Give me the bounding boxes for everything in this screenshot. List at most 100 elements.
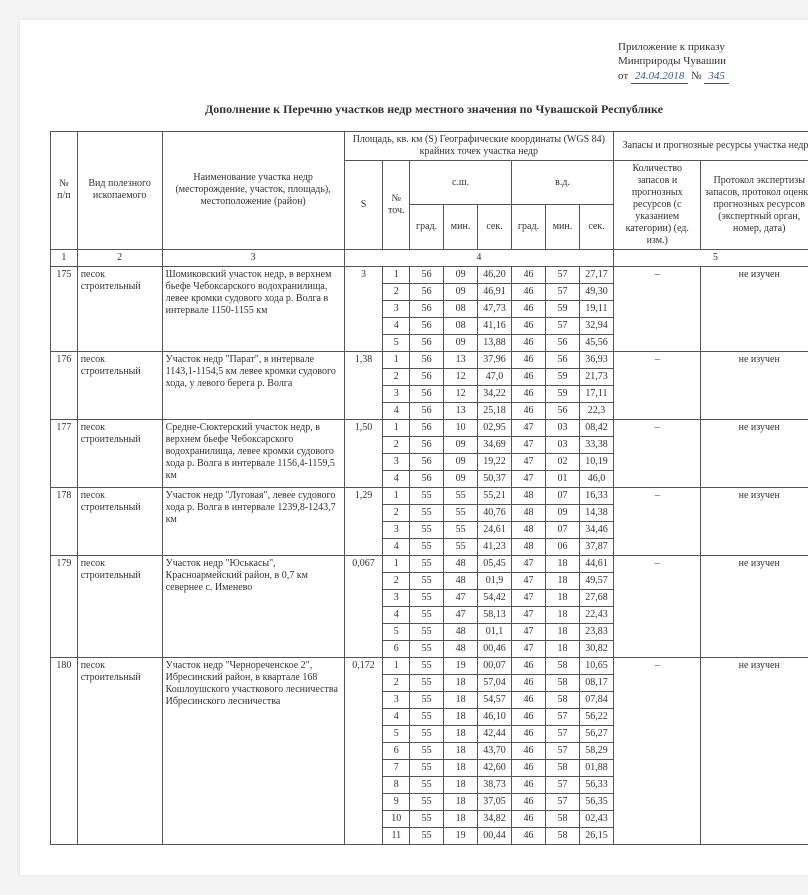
pt-m2: 57 — [545, 317, 579, 334]
pt-g1: 55 — [410, 657, 444, 674]
pt-num: 3 — [383, 589, 410, 606]
pt-s1: 19,22 — [478, 453, 512, 470]
pt-m2: 07 — [545, 487, 579, 504]
pt-m1: 09 — [444, 470, 478, 487]
pt-g2: 47 — [512, 470, 546, 487]
pt-s2: 07,84 — [579, 691, 613, 708]
pt-s2: 10,65 — [579, 657, 613, 674]
pt-g1: 55 — [410, 623, 444, 640]
th-min1: мин. — [444, 205, 478, 250]
row-type: песок строительный — [77, 266, 162, 351]
pt-s1: 25,18 — [478, 402, 512, 419]
row-protocol: не изучен — [701, 555, 808, 657]
pt-s1: 54,42 — [478, 589, 512, 606]
pt-s1: 02,95 — [478, 419, 512, 436]
pt-g1: 56 — [410, 317, 444, 334]
pt-m1: 47 — [444, 589, 478, 606]
pt-g2: 47 — [512, 572, 546, 589]
pt-num: 6 — [383, 640, 410, 657]
pt-s2: 37,87 — [579, 538, 613, 555]
pt-num: 1 — [383, 351, 410, 368]
pt-g2: 46 — [512, 266, 546, 283]
table-row: 178песок строительныйУчасток недр "Лугов… — [51, 487, 808, 504]
pt-g2: 47 — [512, 623, 546, 640]
row-area: 0,067 — [344, 555, 383, 657]
pt-num: 4 — [383, 317, 410, 334]
pt-m2: 57 — [545, 742, 579, 759]
pt-g1: 55 — [410, 572, 444, 589]
pt-g1: 56 — [410, 351, 444, 368]
table-body: 175песок строительныйШомиковский участок… — [51, 266, 808, 844]
pt-g2: 46 — [512, 742, 546, 759]
pt-m2: 59 — [545, 385, 579, 402]
row-type: песок строительный — [77, 657, 162, 844]
table-row: 177песок строительныйСредне-Сюктерский у… — [51, 419, 808, 436]
pt-g2: 46 — [512, 351, 546, 368]
pt-g1: 55 — [410, 521, 444, 538]
pt-g2: 46 — [512, 334, 546, 351]
pt-num: 4 — [383, 470, 410, 487]
pt-m1: 18 — [444, 742, 478, 759]
pt-m1: 55 — [444, 538, 478, 555]
pt-num: 7 — [383, 759, 410, 776]
pt-s2: 44,61 — [579, 555, 613, 572]
pt-num: 4 — [383, 402, 410, 419]
pt-g1: 55 — [410, 776, 444, 793]
row-protocol: не изучен — [701, 487, 808, 555]
pt-g1: 56 — [410, 385, 444, 402]
row-protocol: не изучен — [701, 657, 808, 844]
th-min2: мин. — [545, 205, 579, 250]
pt-g2: 47 — [512, 555, 546, 572]
row-area: 3 — [344, 266, 383, 351]
pt-m2: 58 — [545, 657, 579, 674]
pt-s2: 08,17 — [579, 674, 613, 691]
pt-g2: 46 — [512, 283, 546, 300]
pt-s1: 47,73 — [478, 300, 512, 317]
row-protocol: не изучен — [701, 351, 808, 419]
pt-g2: 46 — [512, 793, 546, 810]
pt-num: 10 — [383, 810, 410, 827]
row-number: 178 — [51, 487, 78, 555]
pt-m1: 18 — [444, 691, 478, 708]
pt-m1: 09 — [444, 436, 478, 453]
appendix-line1: Приложение к приказу — [618, 40, 808, 54]
pt-s1: 38,73 — [478, 776, 512, 793]
pt-s2: 33,38 — [579, 436, 613, 453]
pt-g1: 55 — [410, 810, 444, 827]
pt-m2: 59 — [545, 368, 579, 385]
pt-s2: 23,83 — [579, 623, 613, 640]
th-type: Вид полезного ископаемого — [77, 131, 162, 249]
pt-s1: 01,9 — [478, 572, 512, 589]
row-name: Участок недр "Чернореченское 2", Ибресин… — [162, 657, 344, 844]
pt-s1: 58,13 — [478, 606, 512, 623]
pt-num: 3 — [383, 300, 410, 317]
pt-m1: 48 — [444, 640, 478, 657]
pt-num: 9 — [383, 793, 410, 810]
pt-s2: 34,46 — [579, 521, 613, 538]
pt-g2: 47 — [512, 606, 546, 623]
row-name: Участок недр "Парат", в интервале 1143,1… — [162, 351, 344, 419]
pt-s2: 56,35 — [579, 793, 613, 810]
pt-s1: 46,91 — [478, 283, 512, 300]
pt-s1: 40,76 — [478, 504, 512, 521]
pt-g1: 56 — [410, 453, 444, 470]
pt-g1: 55 — [410, 793, 444, 810]
th-resprot: Протокол экспертизы запасов, протокол оц… — [701, 160, 808, 249]
table-row: 176песок строительныйУчасток недр "Парат… — [51, 351, 808, 368]
th-vd: в.д. — [512, 160, 614, 205]
pt-s2: 30,82 — [579, 640, 613, 657]
pt-m2: 59 — [545, 300, 579, 317]
pt-m1: 18 — [444, 708, 478, 725]
pt-num: 4 — [383, 538, 410, 555]
pt-s1: 34,82 — [478, 810, 512, 827]
row-reserves: – — [614, 487, 701, 555]
pt-s1: 34,69 — [478, 436, 512, 453]
pt-g1: 55 — [410, 691, 444, 708]
pt-s2: 36,93 — [579, 351, 613, 368]
table-row: 175песок строительныйШомиковский участок… — [51, 266, 808, 283]
pt-g2: 47 — [512, 419, 546, 436]
pt-g2: 46 — [512, 674, 546, 691]
pt-g2: 46 — [512, 827, 546, 844]
pt-g1: 56 — [410, 436, 444, 453]
pt-num: 4 — [383, 708, 410, 725]
